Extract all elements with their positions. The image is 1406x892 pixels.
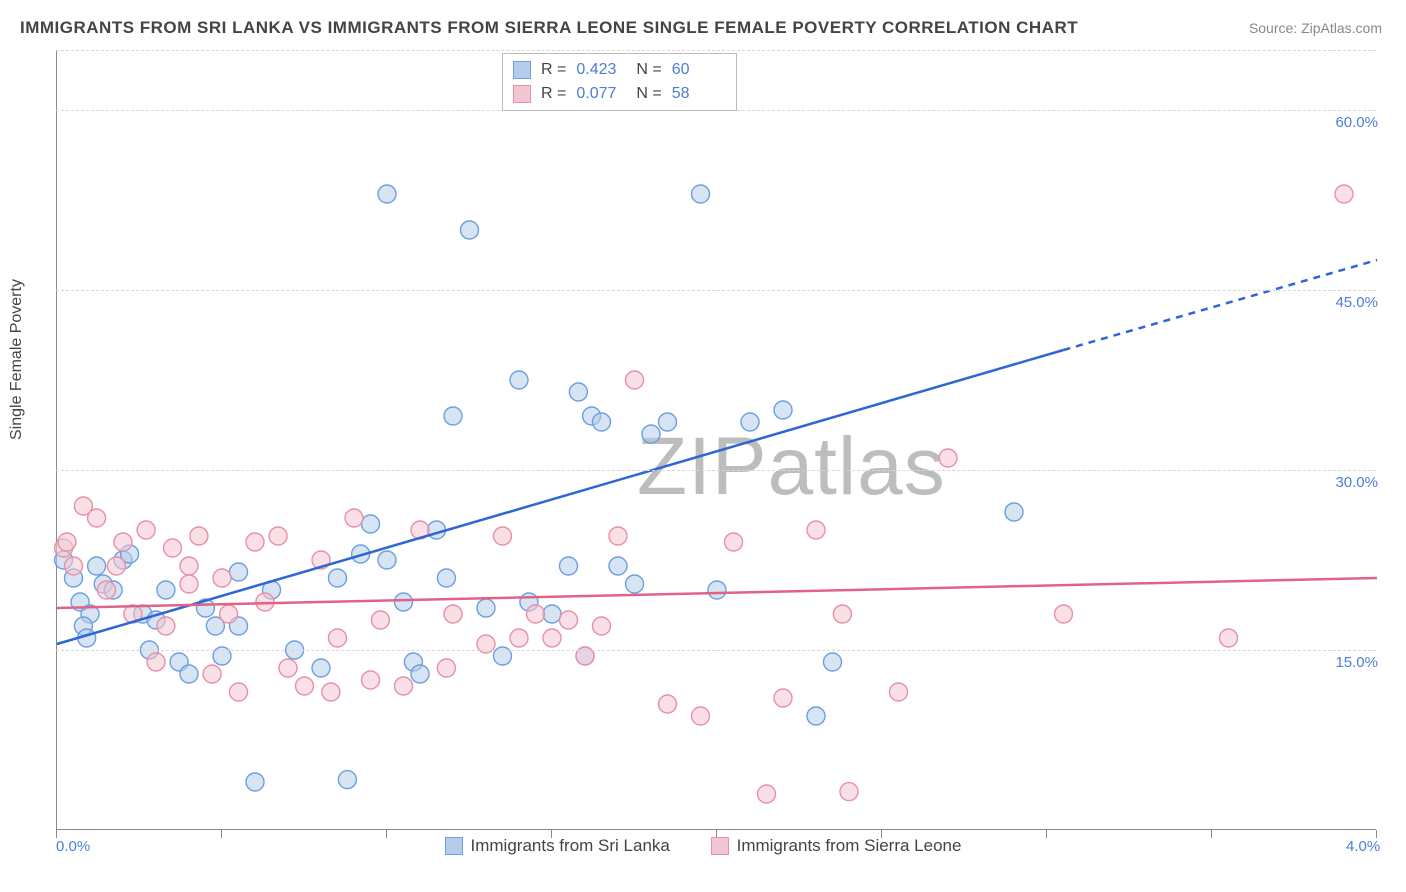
n-value: 60 — [672, 58, 722, 82]
series-swatch-icon — [513, 61, 531, 79]
stats-row: R = 0.077 N = 58 — [513, 82, 722, 106]
gridline — [56, 290, 1376, 291]
r-value: 0.077 — [576, 82, 626, 106]
y-tick-label: 45.0% — [1335, 294, 1378, 311]
n-label: N = — [636, 58, 661, 82]
y-tick-label: 30.0% — [1335, 474, 1378, 491]
stats-row: R = 0.423 N = 60 — [513, 58, 722, 82]
scatter-chart — [57, 50, 1376, 829]
series-swatch-icon — [445, 837, 463, 855]
legend-item: Immigrants from Sierra Leone — [711, 836, 962, 856]
series-swatch-icon — [711, 837, 729, 855]
gridline — [56, 650, 1376, 651]
r-label: R = — [541, 82, 566, 106]
legend-item: Immigrants from Sri Lanka — [445, 836, 670, 856]
series-swatch-icon — [513, 85, 531, 103]
n-label: N = — [636, 82, 661, 106]
legend: Immigrants from Sri Lanka Immigrants fro… — [0, 836, 1406, 860]
y-axis-label: Single Female Poverty — [8, 279, 26, 440]
legend-label: Immigrants from Sierra Leone — [737, 836, 962, 856]
source-attribution: Source: ZipAtlas.com — [1249, 20, 1382, 36]
y-tick-label: 15.0% — [1335, 654, 1378, 671]
r-value: 0.423 — [576, 58, 626, 82]
n-value: 58 — [672, 82, 722, 106]
y-tick-label: 60.0% — [1335, 114, 1378, 131]
correlation-stats-box: R = 0.423 N = 60 R = 0.077 N = 58 — [502, 53, 737, 111]
legend-label: Immigrants from Sri Lanka — [471, 836, 670, 856]
chart-title: IMMIGRANTS FROM SRI LANKA VS IMMIGRANTS … — [20, 18, 1078, 38]
plot-area: ZIPatlas — [56, 50, 1376, 830]
gridline — [56, 470, 1376, 471]
gridline — [56, 50, 1376, 51]
r-label: R = — [541, 58, 566, 82]
